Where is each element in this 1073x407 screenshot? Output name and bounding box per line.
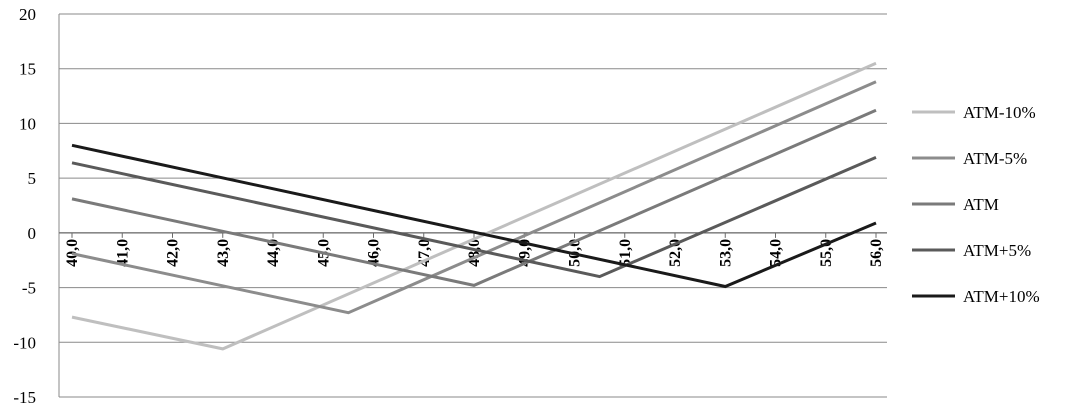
- x-tick-label: 54,0: [768, 239, 785, 267]
- legend-label: ATM: [963, 195, 999, 214]
- legend: ATM-10% ATM-5% ATM ATM+5% ATM+10%: [912, 103, 1040, 306]
- x-tick-label: 44,0: [265, 239, 282, 267]
- legend-label: ATM-10%: [963, 103, 1036, 122]
- legend-item: ATM-5%: [912, 149, 1027, 168]
- y-tick-label: 10: [19, 114, 36, 133]
- series-line-atm: [71, 108, 877, 287]
- legend-label: ATM+5%: [963, 241, 1031, 260]
- y-tick-label: 20: [19, 5, 36, 24]
- series-line-atm-10-: [71, 143, 877, 289]
- y-tick-label: 0: [28, 224, 37, 243]
- series-line-atm-5-: [71, 80, 877, 315]
- series-line-atm-10-: [71, 61, 877, 351]
- series-line-atm-5-: [71, 156, 877, 279]
- series-lines: [71, 61, 877, 351]
- y-tick-label: -15: [13, 388, 36, 407]
- x-tick-label: 42,0: [165, 239, 182, 267]
- x-tick-label: 43,0: [215, 239, 232, 267]
- legend-label: ATM-5%: [963, 149, 1027, 168]
- y-tick-label: -10: [13, 333, 36, 352]
- y-axis-ticks: 20 15 10 5 0 -5 -10 -15: [13, 5, 36, 407]
- legend-item: ATM+5%: [912, 241, 1031, 260]
- y-tick-label: 5: [28, 169, 37, 188]
- legend-item: ATM: [912, 195, 999, 214]
- legend-item: ATM+10%: [912, 287, 1040, 306]
- y-tick-label: 15: [19, 60, 36, 79]
- x-tick-label: 46,0: [366, 239, 383, 267]
- x-tick-label: 41,0: [114, 239, 131, 267]
- legend-item: ATM-10%: [912, 103, 1036, 122]
- x-tick-label: 51,0: [617, 239, 634, 267]
- x-tick-label: 48,0: [466, 239, 483, 267]
- y-tick-label: -5: [22, 279, 36, 298]
- legend-label: ATM+10%: [963, 287, 1040, 306]
- x-tick-label: 53,0: [717, 239, 734, 267]
- x-tick-label: 56,0: [868, 239, 885, 267]
